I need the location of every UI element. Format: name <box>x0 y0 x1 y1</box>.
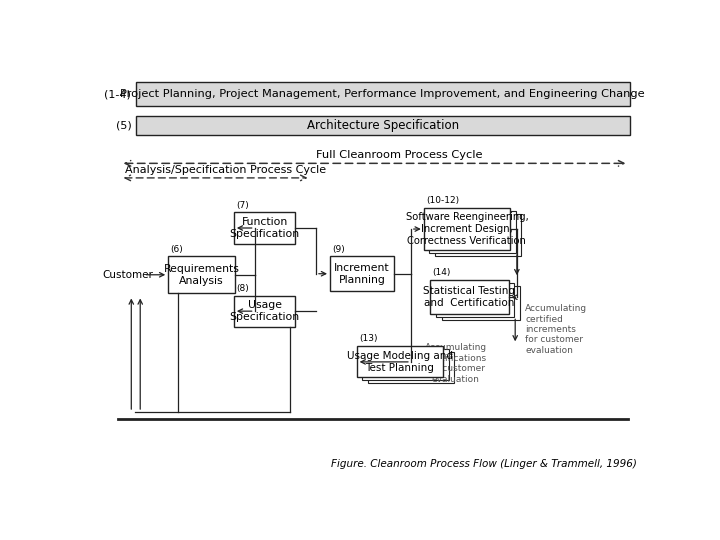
Text: Figure. Cleanroom Process Flow (Linger & Trammell, 1996): Figure. Cleanroom Process Flow (Linger &… <box>331 459 637 469</box>
Text: (9): (9) <box>332 245 345 254</box>
Bar <box>435 214 521 255</box>
Bar <box>431 280 508 314</box>
Text: Software Reengineering,
Increment Design,
Correctness Verification: Software Reengineering, Increment Design… <box>405 212 528 246</box>
Text: Function
Specification: Function Specification <box>230 217 300 239</box>
Text: Architecture Specification: Architecture Specification <box>307 119 459 132</box>
Text: (8): (8) <box>236 284 249 293</box>
Bar <box>362 349 449 380</box>
Text: Customer: Customer <box>102 270 153 280</box>
Bar <box>429 211 516 253</box>
Bar <box>234 295 295 327</box>
Bar <box>168 256 235 294</box>
Text: (14): (14) <box>433 268 451 277</box>
Bar <box>356 346 444 377</box>
Text: Analysis/Specification Process Cycle: Analysis/Specification Process Cycle <box>125 165 325 176</box>
Text: Project Planning, Project Management, Performance Improvement, and Engineering C: Project Planning, Project Management, Pe… <box>120 89 645 99</box>
Text: (7): (7) <box>236 201 249 210</box>
Text: Statistical Testing
and  Certification: Statistical Testing and Certification <box>423 286 516 308</box>
Text: (5): (5) <box>115 120 131 131</box>
Text: Accumulating
certified
increments
for customer
evaluation: Accumulating certified increments for cu… <box>526 304 588 355</box>
Text: Increment
Planning: Increment Planning <box>334 263 390 285</box>
Bar <box>330 256 394 292</box>
Text: Requirements
Analysis: Requirements Analysis <box>163 264 240 286</box>
Text: (13): (13) <box>359 334 377 343</box>
Bar <box>136 82 629 106</box>
Bar <box>136 116 629 136</box>
Text: (6): (6) <box>171 245 183 254</box>
Text: Usage Modeling and
Test Planning: Usage Modeling and Test Planning <box>347 351 453 373</box>
Text: (1-4): (1-4) <box>104 89 131 99</box>
Bar <box>436 283 514 317</box>
Bar <box>368 352 454 383</box>
Text: Accumulating
specifications
for customer
evaluation: Accumulating specifications for customer… <box>425 343 487 383</box>
Bar <box>234 212 295 244</box>
Text: (10-12): (10-12) <box>426 197 459 205</box>
Bar <box>441 286 520 320</box>
Text: Usage
Specification: Usage Specification <box>230 300 300 322</box>
Text: Full Cleanroom Process Cycle: Full Cleanroom Process Cycle <box>317 150 483 160</box>
Bar <box>423 208 510 250</box>
